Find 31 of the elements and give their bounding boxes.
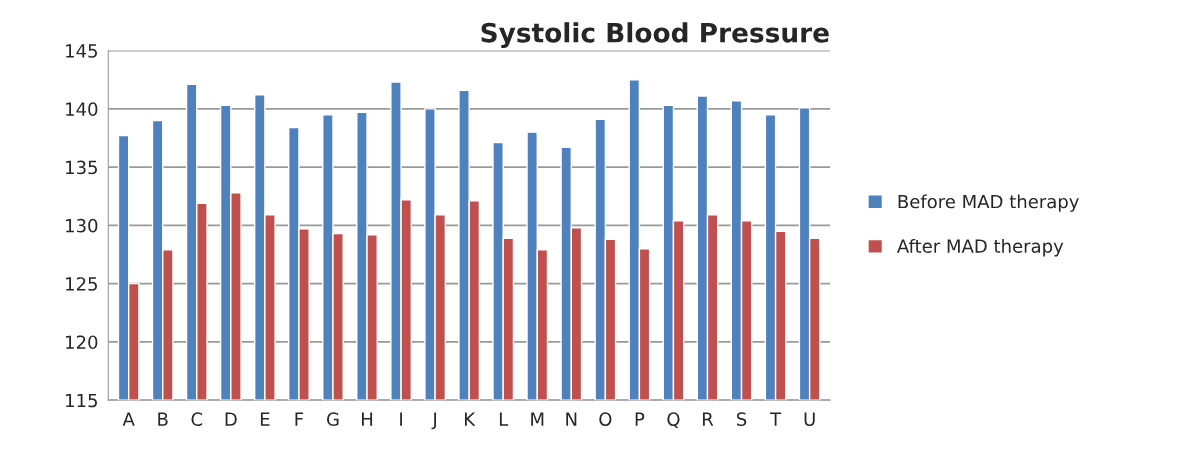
y-tick-label: 120 bbox=[66, 335, 98, 350]
y-tick-label: 145 bbox=[66, 44, 97, 58]
x-tick-label: C bbox=[191, 412, 203, 426]
legend-label: Before MAD therapy bbox=[898, 194, 1079, 212]
x-tick-label: S bbox=[737, 412, 747, 426]
x-tick-label: D bbox=[225, 412, 237, 426]
x-tick-label: M bbox=[531, 412, 544, 426]
x-tick-label: I bbox=[400, 412, 402, 426]
x-tick-label: U bbox=[804, 412, 815, 426]
x-tick-label: P bbox=[635, 412, 645, 426]
legend-label: After MAD therapy bbox=[897, 238, 1064, 257]
x-tick-label: T bbox=[770, 412, 782, 426]
x-tick-label: R bbox=[703, 412, 714, 426]
x-tick-label: G bbox=[327, 412, 339, 426]
x-tick-label: J bbox=[431, 412, 437, 430]
y-tick-label: 125 bbox=[66, 277, 97, 291]
x-tick-label: H bbox=[362, 412, 373, 426]
y-tick-label: 115 bbox=[66, 393, 97, 408]
x-tick-label: L bbox=[499, 412, 509, 426]
chart-title: Systolic Blood Pressure bbox=[481, 22, 829, 48]
x-tick-label: K bbox=[465, 412, 476, 426]
x-tick-label: F bbox=[295, 412, 304, 426]
x-tick-label: B bbox=[158, 412, 168, 426]
y-tick-label: 130 bbox=[66, 218, 98, 233]
x-tick-label: N bbox=[566, 412, 577, 426]
y-tick-label: 135 bbox=[66, 160, 97, 175]
x-tick-label: E bbox=[260, 412, 270, 426]
y-tick-label: 140 bbox=[66, 102, 98, 116]
x-tick-label: A bbox=[122, 412, 135, 426]
x-tick-label: O bbox=[599, 412, 612, 426]
x-tick-label: Q bbox=[667, 412, 680, 429]
